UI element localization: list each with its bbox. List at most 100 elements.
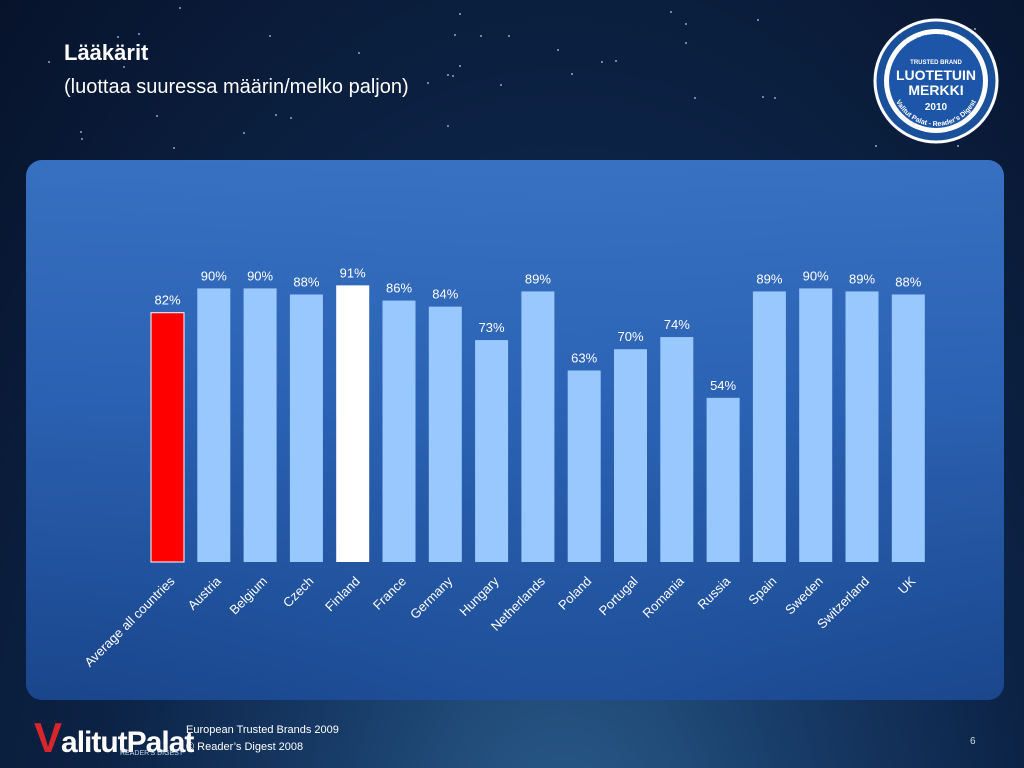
star xyxy=(685,23,687,25)
value-label-germany: 84% xyxy=(432,287,458,302)
category-label-france: France xyxy=(370,574,409,613)
star xyxy=(459,13,461,15)
star xyxy=(275,114,277,116)
source-line-2: © Reader’s Digest 2008 xyxy=(186,741,304,753)
star xyxy=(48,61,50,63)
category-label-romania: Romania xyxy=(640,573,688,621)
star xyxy=(452,75,454,77)
value-label-austria: 90% xyxy=(201,268,227,283)
bar-czech xyxy=(289,294,323,562)
category-label-germany: Germany xyxy=(407,573,456,622)
bar-austria xyxy=(197,288,231,562)
bar-chart: 82% Average all countries 90% Austria 90% Bel… xyxy=(81,265,925,670)
bar-germany xyxy=(428,306,462,562)
star xyxy=(358,52,360,54)
bar-portugal xyxy=(614,349,647,562)
value-label-netherlands: 89% xyxy=(525,271,551,286)
star xyxy=(957,145,959,147)
valitutpalat-logo: ValitutPalat READER'S DIGEST xyxy=(34,714,194,762)
page-number: 6 xyxy=(970,736,976,747)
star xyxy=(685,42,687,44)
page-title: Lääkärit xyxy=(64,40,149,65)
value-label-romania: 74% xyxy=(664,317,690,332)
bar-poland xyxy=(567,370,601,562)
value-label-sweden: 90% xyxy=(803,268,829,283)
star xyxy=(601,61,603,63)
star xyxy=(508,35,510,37)
value-label-czech: 88% xyxy=(293,274,319,289)
category-label-spain: Spain xyxy=(745,574,779,608)
star xyxy=(243,132,245,134)
star xyxy=(557,49,559,51)
badge-line3: MERKKI xyxy=(908,82,963,98)
star xyxy=(670,11,672,13)
bar-hungary xyxy=(475,340,509,562)
star xyxy=(269,35,271,37)
bar-sweden xyxy=(799,288,833,562)
star xyxy=(447,125,449,127)
category-label-average-all-countries: Average all countries xyxy=(81,573,178,670)
value-label-average-all-countries: 82% xyxy=(154,293,180,308)
category-label-russia: Russia xyxy=(695,573,734,612)
star xyxy=(571,73,573,75)
value-label-switzerland: 89% xyxy=(849,271,875,286)
category-label-sweden: Sweden xyxy=(782,574,826,618)
bar-average-all-countries xyxy=(150,312,185,563)
star xyxy=(117,36,119,38)
star xyxy=(80,131,82,133)
chart-panel: 82% Average all countries 90% Austria 90% Bel… xyxy=(26,160,1004,700)
logo-text: alitutPalat xyxy=(61,726,194,759)
star xyxy=(447,74,449,76)
star xyxy=(459,65,461,67)
star xyxy=(173,147,175,149)
star xyxy=(757,19,759,21)
star xyxy=(480,35,482,37)
category-label-belgium: Belgium xyxy=(226,574,270,618)
category-label-hungary: Hungary xyxy=(456,573,502,619)
value-label-france: 86% xyxy=(386,281,412,296)
bar-belgium xyxy=(243,288,277,562)
value-label-belgium: 90% xyxy=(247,268,273,283)
trusted-brand-badge: Lukijatutkimus TRUSTED BRAND LUOTETUIN M… xyxy=(873,18,999,144)
value-label-portugal: 70% xyxy=(617,329,643,344)
category-label-poland: Poland xyxy=(555,574,594,613)
bar-romania xyxy=(660,337,694,562)
star xyxy=(875,145,877,147)
value-label-uk: 88% xyxy=(895,274,921,289)
logo-subtext: READER'S DIGEST xyxy=(120,750,184,757)
page-subtitle: (luottaa suuressa määrin/melko paljon) xyxy=(64,76,409,98)
badge-line2: LUOTETUIN xyxy=(896,67,976,83)
bar-netherlands xyxy=(521,291,555,562)
badge-year: 2010 xyxy=(925,102,948,113)
star xyxy=(179,7,181,9)
star xyxy=(123,66,125,68)
category-label-uk: UK xyxy=(895,573,919,597)
bar-uk xyxy=(891,294,925,562)
value-label-hungary: 73% xyxy=(479,320,505,335)
star xyxy=(290,117,292,119)
category-label-portugal: Portugal xyxy=(596,573,641,618)
star xyxy=(138,33,140,35)
bar-russia xyxy=(706,397,740,562)
star xyxy=(81,138,83,140)
value-label-spain: 89% xyxy=(756,271,782,286)
star xyxy=(762,96,764,98)
star xyxy=(694,97,696,99)
star xyxy=(156,115,158,117)
star xyxy=(615,60,617,62)
bar-switzerland xyxy=(845,291,879,562)
star xyxy=(454,34,456,36)
logo-v: V xyxy=(34,714,62,761)
source-line-1: European Trusted Brands 2009 xyxy=(186,724,339,736)
star xyxy=(427,82,429,84)
star xyxy=(974,28,976,30)
bar-finland xyxy=(336,285,370,562)
star xyxy=(774,97,776,99)
badge-line1: TRUSTED BRAND xyxy=(910,60,962,66)
star xyxy=(500,84,502,86)
category-label-czech: Czech xyxy=(280,574,317,611)
category-label-finland: Finland xyxy=(322,574,363,615)
bar-spain xyxy=(752,291,786,562)
value-label-russia: 54% xyxy=(710,378,736,393)
value-label-finland: 91% xyxy=(340,265,366,280)
